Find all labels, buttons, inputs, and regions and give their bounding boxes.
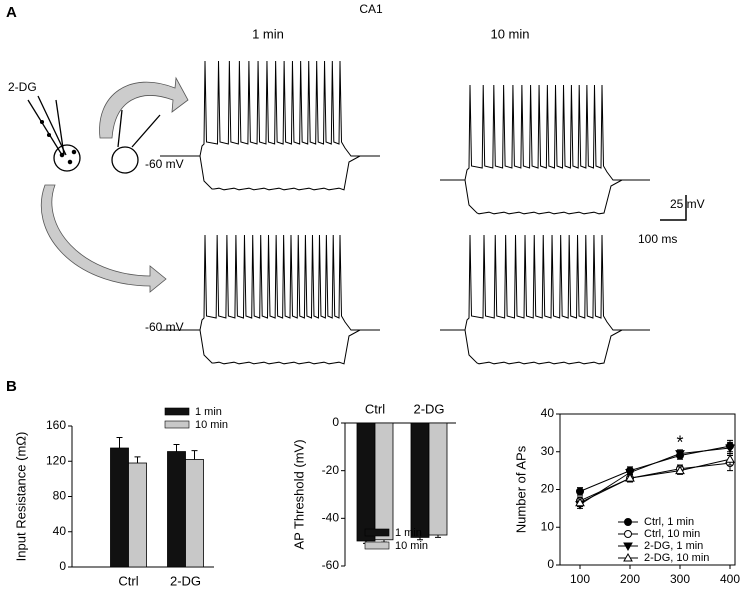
y-tick-label: 120 — [46, 453, 66, 467]
bar — [185, 459, 204, 568]
voltage-trace — [199, 155, 361, 191]
y-tick-label: 20 — [541, 482, 555, 496]
data-line — [579, 462, 731, 502]
marker — [675, 465, 685, 475]
legend-label: 1 min — [395, 527, 422, 539]
voltage-trace — [464, 329, 623, 365]
legend-swatch — [364, 528, 390, 537]
annotation: * — [676, 433, 683, 453]
marker — [575, 497, 585, 507]
voltage-label: -60 mV — [145, 320, 184, 334]
error-bar — [191, 450, 198, 460]
data-line — [579, 447, 731, 506]
legend-swatch — [164, 407, 190, 416]
error-bar — [116, 436, 123, 449]
scale-bar — [660, 195, 687, 221]
y-tick-label: 40 — [541, 406, 555, 420]
x-tick-label: 100 — [570, 572, 590, 586]
legend-label: 1 min — [195, 406, 222, 418]
legend-label: 2-DG, 1 min — [644, 540, 703, 552]
error-bar — [134, 456, 141, 464]
y-tick-label: 80 — [53, 489, 67, 503]
legend-label: Ctrl, 1 min — [644, 516, 694, 528]
bar — [110, 447, 129, 568]
drug-label: 2-DG — [8, 80, 37, 94]
x-tick-label: 300 — [670, 572, 690, 586]
marker — [576, 487, 584, 496]
legend-label: 2-DG, 10 min — [644, 552, 709, 564]
region-label: CA1 — [359, 2, 383, 16]
y-tick-label: 0 — [332, 415, 339, 429]
scale-label: 100 ms — [638, 232, 677, 246]
x-tick-label: 400 — [720, 572, 740, 586]
voltage-label: -60 mV — [145, 157, 184, 171]
x-tick-label: 200 — [620, 572, 640, 586]
bar — [128, 462, 147, 568]
error-bar — [173, 444, 180, 452]
y-tick-label: -40 — [322, 511, 340, 525]
x-tick-label: 2-DG — [413, 401, 444, 416]
y-tick-label: 160 — [46, 418, 66, 432]
bar — [374, 422, 394, 541]
time-label: 1 min — [252, 26, 284, 41]
panel-label: A — [6, 4, 17, 21]
y-tick-label: 30 — [541, 444, 555, 458]
legend-label: Ctrl, 10 min — [644, 528, 700, 540]
y-axis-label: AP Threshold (mV) — [291, 439, 306, 549]
traces — [160, 60, 650, 365]
marker — [624, 518, 632, 526]
voltage-trace — [464, 179, 623, 215]
x-tick-label: 2-DG — [170, 573, 201, 588]
legend-swatch — [364, 541, 390, 550]
marker — [625, 469, 635, 478]
x-tick-label: Ctrl — [365, 401, 385, 416]
bar — [428, 422, 448, 536]
y-tick-label: -60 — [322, 558, 340, 572]
y-tick-label: 40 — [53, 524, 67, 538]
voltage-trace — [440, 234, 650, 331]
data-line — [579, 445, 731, 492]
y-tick-label: 0 — [547, 557, 554, 571]
time-label: 10 min — [490, 26, 529, 41]
bar — [356, 422, 376, 542]
y-axis-label: Number of APs — [513, 445, 528, 533]
schematic — [27, 76, 189, 293]
voltage-trace — [440, 84, 650, 181]
bar — [410, 422, 430, 538]
error-bar — [435, 535, 441, 538]
marker — [675, 450, 685, 459]
marker — [624, 530, 632, 538]
legend-swatch — [164, 420, 190, 429]
marker — [725, 444, 735, 453]
scale-label: 25 mV — [670, 197, 705, 211]
legend-label: 10 min — [395, 540, 428, 552]
y-tick-label: -20 — [322, 463, 340, 477]
data-line — [579, 458, 731, 504]
y-tick-label: 0 — [59, 559, 66, 573]
error-bar — [417, 537, 423, 541]
marker — [725, 454, 735, 463]
legend-label: 10 min — [195, 419, 228, 431]
marker — [623, 542, 633, 552]
voltage-trace — [160, 60, 380, 157]
marker — [623, 552, 633, 562]
voltage-trace — [160, 234, 380, 331]
y-tick-label: 10 — [541, 519, 555, 533]
bar — [167, 451, 186, 568]
marker — [625, 473, 635, 482]
voltage-trace — [199, 329, 361, 365]
panel-label: B — [6, 378, 17, 395]
x-tick-label: Ctrl — [118, 573, 138, 588]
y-axis-label: Input Resistance (mΩ) — [13, 432, 28, 562]
